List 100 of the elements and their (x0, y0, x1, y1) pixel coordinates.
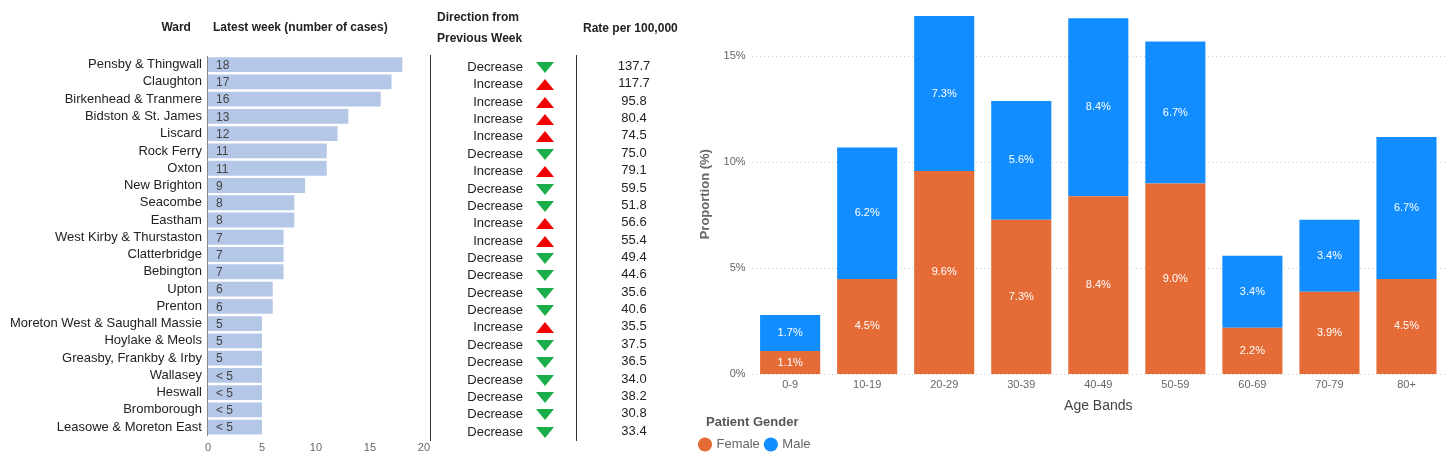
category-label: Decrease (466, 371, 523, 387)
data-label: 8.4% (1085, 100, 1112, 113)
bar (991, 100, 1052, 220)
data-label: 17 (215, 75, 230, 90)
data-label: 9 (215, 178, 223, 193)
bar (1145, 41, 1206, 184)
data-label: 79.1 (620, 162, 648, 178)
category-label: Increase (472, 319, 523, 335)
bar (207, 247, 284, 262)
x-tick-label: 20-29 (930, 378, 959, 391)
y-tick-label: Clatterbridge (127, 246, 202, 262)
bar (207, 264, 284, 280)
bar (207, 316, 262, 332)
data-label: 36.5 (620, 353, 648, 369)
data-label: 8 (215, 213, 223, 228)
x-tick-label: 0 (204, 441, 212, 454)
data-label: < 5 (215, 385, 234, 400)
data-label: 6.7% (1162, 105, 1189, 118)
data-label: < 5 (215, 420, 234, 435)
data-label: 3.4% (1316, 248, 1343, 261)
x-tick-label: 15 (363, 441, 377, 454)
bar (1222, 255, 1283, 328)
data-label: 18 (215, 57, 230, 72)
data-label: 12 (215, 127, 230, 141)
category-label: Decrease (466, 250, 523, 265)
data-label: 7.3% (1008, 289, 1035, 302)
bar (914, 16, 975, 171)
data-label: 35.5 (620, 318, 648, 334)
text: Rate per 100,000 (583, 20, 679, 37)
chart-title: Latest week (number of cases) (212, 20, 388, 35)
data-label: 5 (215, 334, 223, 349)
bar (991, 219, 1052, 374)
y-tick-label: New Brighton (123, 177, 202, 193)
y-axis-title: Proportion (%) (697, 149, 713, 240)
bar (207, 126, 338, 142)
category-label: Decrease (466, 336, 523, 352)
data-label: 3.4% (1239, 284, 1266, 297)
data-label: 5.6% (1008, 153, 1035, 166)
bar (837, 279, 898, 374)
data-label: < 5 (215, 368, 234, 383)
legend-label: Male (782, 436, 811, 452)
y-tick-label: 15% (723, 49, 746, 62)
data-label: 56.6 (620, 214, 648, 230)
bar (1376, 279, 1437, 374)
data-label: 11 (215, 144, 229, 159)
bar (1376, 136, 1437, 279)
bar (207, 195, 295, 211)
data-label: 16 (215, 92, 230, 107)
category-label: Decrease (466, 59, 523, 74)
x-tick-label: 50-59 (1161, 378, 1190, 391)
category-label: Decrease (466, 180, 523, 196)
data-label: 75.0 (620, 144, 648, 160)
category-label: Decrease (466, 267, 523, 283)
y-axis-title: Ward (161, 20, 191, 35)
x-tick-label: 70-79 (1315, 378, 1344, 391)
data-label: 5 (215, 316, 223, 331)
x-tick-label: 60-69 (1238, 378, 1267, 391)
data-label: < 5 (215, 403, 234, 418)
data-label: 49.4 (620, 249, 648, 264)
bar (1068, 18, 1129, 197)
y-tick-label: Liscard (160, 125, 202, 141)
bar (207, 367, 262, 383)
y-tick-label: Claughton (142, 73, 202, 89)
data-label: 37.5 (620, 335, 648, 351)
data-label: 55.4 (620, 231, 648, 247)
bar (207, 402, 262, 418)
legend-title: Patient Gender (706, 414, 799, 430)
x-tick-label: 30-39 (1007, 378, 1036, 391)
data-label: 117.7 (617, 75, 651, 91)
bar (207, 57, 403, 73)
y-tick-label: Hoylake & Meols (104, 332, 203, 348)
data-label: 1.7% (777, 326, 803, 339)
category-label: Decrease (466, 388, 523, 404)
bar (207, 298, 273, 314)
data-label: 7 (215, 230, 223, 245)
bar (760, 351, 821, 374)
data-label: 13 (215, 109, 230, 124)
data-label: 95.8 (620, 92, 648, 108)
data-label: 33.4 (620, 422, 648, 438)
text: Direction from Previous Week (437, 9, 524, 47)
bar (207, 109, 349, 124)
y-tick-label: Greasby, Frankby & Irby (62, 349, 203, 365)
category-label: Decrease (466, 423, 523, 439)
legend-label: Female (716, 436, 760, 452)
data-label: 35.6 (620, 283, 648, 299)
data-label: 44.6 (620, 266, 648, 282)
bar (207, 281, 273, 297)
category-label: Decrease (466, 197, 523, 213)
data-label: 6 (215, 282, 223, 297)
x-tick-label: 10-19 (853, 378, 882, 391)
y-tick-label: Seacombe (139, 194, 202, 210)
y-tick-label: 10% (723, 155, 746, 168)
category-label: Decrease (466, 284, 523, 300)
x-tick-label: 5 (258, 441, 265, 454)
data-label: 7 (215, 265, 223, 280)
y-tick-label: Oxton (167, 159, 202, 175)
bar (207, 385, 262, 401)
data-label: 7.3% (931, 86, 957, 99)
x-axis-title: Age Bands (1064, 396, 1133, 413)
data-label: 9.6% (931, 265, 957, 278)
